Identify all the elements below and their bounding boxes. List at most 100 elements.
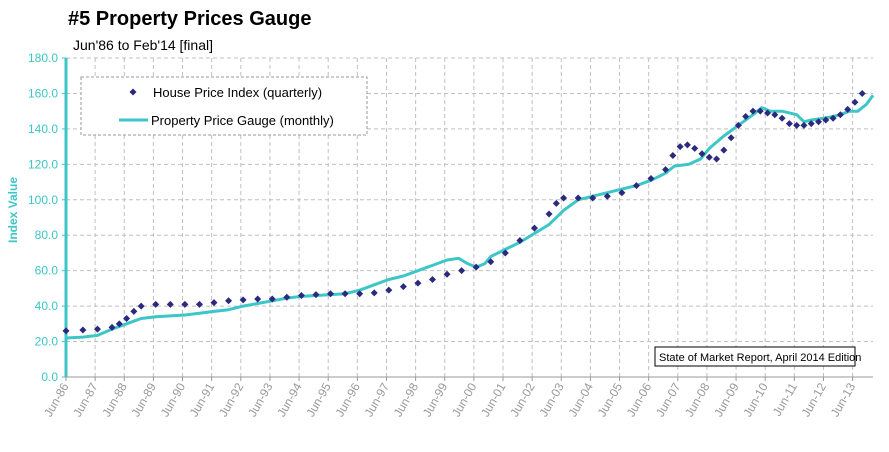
index-point <box>458 267 466 275</box>
index-point <box>327 290 335 298</box>
x-tick-label: Jun-08 <box>682 380 713 419</box>
x-tick-label: Jun-90 <box>158 380 189 419</box>
index-point <box>858 89 866 97</box>
x-tick-label: Jun-07 <box>653 380 684 419</box>
index-point <box>370 289 378 297</box>
index-point <box>225 297 233 305</box>
index-point <box>501 249 509 257</box>
index-point <box>647 175 655 183</box>
index-point <box>552 199 560 207</box>
x-tick-label: Jun-95 <box>303 380 334 419</box>
x-tick-label: Jun-86 <box>41 380 72 419</box>
y-tick-label: 40.0 <box>35 299 59 313</box>
x-tick-label: Jun-91 <box>187 380 218 419</box>
index-point <box>705 153 713 161</box>
index-point <box>632 182 640 190</box>
y-tick-label: 100.0 <box>28 193 58 207</box>
index-point <box>771 111 779 119</box>
index-point <box>93 325 101 333</box>
x-tick-label: Jun-99 <box>420 380 451 419</box>
index-point <box>487 258 495 266</box>
x-tick-label: Jun-97 <box>362 380 393 419</box>
x-tick-label: Jun-00 <box>449 380 480 419</box>
index-point <box>734 121 742 129</box>
index-point <box>545 210 553 218</box>
index-point <box>698 150 706 158</box>
index-point <box>356 290 364 298</box>
legend-label-index: House Price Index (quarterly) <box>153 85 322 100</box>
index-point <box>560 194 568 202</box>
index-point <box>516 237 524 245</box>
index-point <box>268 295 276 303</box>
index-point <box>210 299 218 307</box>
legend-marker-icon <box>129 88 137 96</box>
index-point <box>713 155 721 163</box>
x-tick-label: Jun-92 <box>216 380 247 419</box>
x-axis: Jun-86Jun-87Jun-88Jun-89Jun-90Jun-91Jun-… <box>41 376 873 419</box>
index-point <box>720 146 728 154</box>
y-tick-label: 180.0 <box>28 51 58 65</box>
index-series <box>62 89 866 335</box>
index-point <box>297 291 305 299</box>
index-point <box>166 300 174 308</box>
x-tick-label: Jun-05 <box>595 380 626 419</box>
x-tick-label: Jun-09 <box>711 380 742 419</box>
index-point <box>443 270 451 278</box>
index-point <box>785 120 793 128</box>
legend-label-gauge: Property Price Gauge (monthly) <box>151 113 334 128</box>
index-point <box>836 111 844 119</box>
index-point <box>312 291 320 299</box>
source-note: State of Market Report, April 2014 Editi… <box>654 346 861 367</box>
y-axis: 0.0 20.0 40.0 60.0 80.0 100.0 120.0 140.0 160.0 1… <box>28 51 68 384</box>
x-tick-label: Jun-04 <box>566 380 597 419</box>
index-point <box>669 151 677 159</box>
legend-diamond <box>129 88 137 96</box>
index-point <box>793 121 801 129</box>
index-point <box>742 112 750 120</box>
index-point <box>399 283 407 291</box>
index-point <box>800 121 808 129</box>
index-point <box>181 300 189 308</box>
x-tick-label: Jun-89 <box>129 380 160 419</box>
y-tick-label: 140.0 <box>28 122 58 136</box>
index-point <box>254 295 262 303</box>
index-point <box>662 166 670 174</box>
legend: House Price Index (quarterly) Property P… <box>80 76 368 136</box>
index-point <box>807 120 815 128</box>
gauge-series <box>65 94 875 340</box>
index-point <box>589 194 597 202</box>
x-tick-label: Jun-11 <box>770 380 800 418</box>
y-tick-label: 120.0 <box>28 157 58 171</box>
index-point <box>727 134 735 142</box>
index-point <box>683 141 691 149</box>
x-tick-label: Jun-06 <box>624 380 655 419</box>
index-point <box>123 315 131 323</box>
x-tick-label: Jun-13 <box>828 380 859 419</box>
x-tick-label: Jun-02 <box>507 380 538 419</box>
index-point <box>115 320 123 328</box>
index-point <box>130 307 138 315</box>
index-point <box>429 276 437 284</box>
x-tick-label: Jun-01 <box>478 380 509 419</box>
x-tick-label: Jun-10 <box>740 380 771 419</box>
x-tick-label: Jun-87 <box>70 380 101 419</box>
source-note-box <box>654 346 856 367</box>
x-tick-label: Jun-96 <box>332 380 363 419</box>
chart-subtitle: Jun'86 to Feb'14 [final] <box>73 37 213 53</box>
index-point <box>756 107 764 115</box>
chart-title: #5 Property Prices Gauge <box>68 8 312 30</box>
x-tick-label: Jun-98 <box>391 380 422 419</box>
y-tick-label: 160.0 <box>28 86 58 100</box>
x-tick-label: Jun-12 <box>799 380 830 419</box>
index-point <box>829 114 837 122</box>
gauge-line <box>65 94 875 340</box>
index-point <box>152 300 160 308</box>
index-point <box>778 114 786 122</box>
y-tick-label: 60.0 <box>35 264 59 278</box>
y-tick-label: 20.0 <box>35 335 59 349</box>
index-point <box>341 290 349 298</box>
index-point <box>574 194 582 202</box>
index-point <box>764 109 772 117</box>
x-tick-label: Jun-93 <box>245 380 276 419</box>
